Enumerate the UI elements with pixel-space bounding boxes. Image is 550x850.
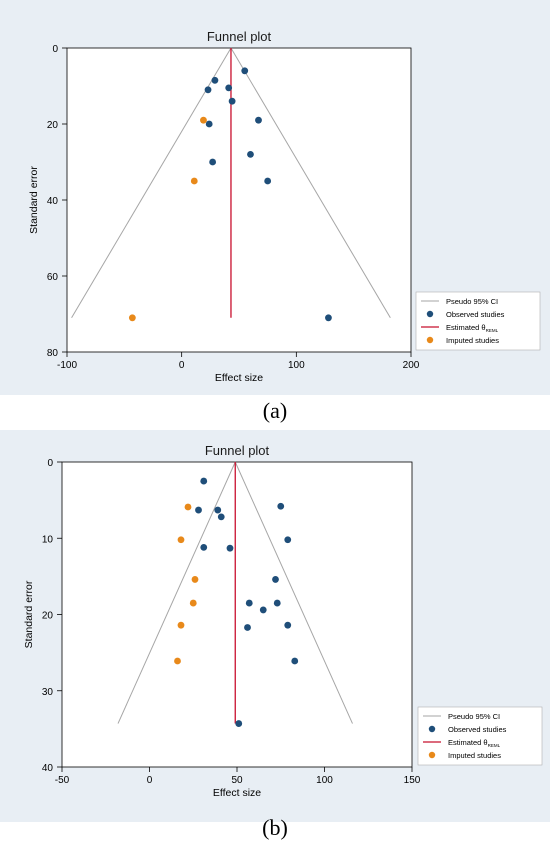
x-axis-label: Effect size [213, 787, 261, 799]
imputed-study-point [128, 314, 136, 322]
legend-label-estimate: Estimated θREML [446, 323, 499, 333]
legend-box [415, 291, 541, 351]
plot-area [61, 461, 413, 768]
x-tick-label: 150 [404, 775, 421, 786]
funnel-plot-panel-a: Funnel plot -100 0 100 200 0 20 40 60 80 Effect si… [0, 0, 550, 395]
y-tick-label: 20 [42, 611, 54, 622]
legend-label-subscript: REML [488, 743, 501, 748]
imputed-study-point [174, 657, 181, 665]
x-tick-label: 0 [179, 360, 185, 371]
y-axis-label: Standard error [28, 166, 40, 234]
observed-study-point [325, 314, 332, 322]
imputed-study-point [177, 621, 185, 629]
y-axis-label: Standard error [23, 580, 35, 648]
observed-study-point [235, 720, 243, 727]
x-tick-label: 100 [316, 775, 333, 786]
observed-study-point [245, 599, 253, 607]
observed-study-point [225, 84, 233, 92]
x-tick-label: 200 [403, 360, 420, 371]
observed-study-point [211, 76, 219, 84]
caption-a: (a) [262, 398, 288, 423]
imputed-study-point [184, 503, 192, 511]
ci-line-right [234, 461, 353, 724]
ci-line-right [230, 47, 391, 319]
imputed-study-point [191, 576, 199, 583]
observed-study-point [273, 599, 281, 607]
x-tick-label: -100 [57, 360, 77, 371]
ci-line-left [117, 461, 236, 724]
legend-label-observed: Observed studies [446, 310, 505, 319]
legend-observed-swatch [426, 310, 434, 318]
legend-observed-swatch [428, 725, 436, 733]
observed-study-point [247, 151, 254, 158]
observed-study-point [195, 506, 202, 514]
observed-study-point [205, 120, 213, 128]
legend-label-estimate: Estimated θREML [448, 738, 501, 748]
y-tick-label: 0 [47, 458, 53, 469]
funnel-plot-a-svg: Funnel plot -100 0 100 200 0 20 40 60 80 Effect si… [0, 0, 550, 395]
observed-study-point [228, 97, 236, 105]
caption-b: (b) [262, 815, 288, 840]
observed-study-point [226, 544, 234, 552]
observed-study-point [241, 67, 249, 75]
x-tick-label: 50 [231, 775, 243, 786]
ci-line-left [71, 47, 232, 319]
y-tick-label: 40 [47, 196, 59, 207]
y-tick-label: 40 [42, 763, 54, 774]
x-axis-label: Effect size [215, 372, 263, 384]
observed-study-point [200, 477, 208, 485]
observed-study-point [204, 86, 212, 94]
y-tick-label: 80 [47, 348, 59, 359]
y-tick-label: 60 [47, 272, 59, 283]
legend-box [417, 706, 543, 766]
observed-study-point [284, 621, 292, 629]
imputed-study-point [177, 536, 185, 544]
observed-study-point [284, 536, 292, 544]
observed-study-point [277, 502, 285, 510]
imputed-study-point [200, 116, 207, 124]
chart-title: Funnel plot [205, 443, 270, 458]
observed-study-point [255, 116, 262, 124]
y-tick-label: 30 [42, 687, 54, 698]
x-tick-label: 0 [147, 775, 153, 786]
funnel-plot-b-svg: Funnel plot -50 0 50 100 150 0 10 20 30 40 Effect s… [0, 430, 550, 822]
legend-label-imputed: Imputed studies [448, 751, 501, 760]
legend-imputed-swatch [428, 751, 436, 759]
y-tick-label: 10 [42, 534, 54, 545]
x-tick-label: -50 [55, 775, 70, 786]
legend-label-subscript: REML [486, 328, 499, 333]
observed-study-point [200, 544, 208, 551]
legend-label-ci: Pseudo 95% CI [446, 297, 498, 306]
observed-study-point [244, 624, 251, 631]
legend-imputed-swatch [426, 336, 434, 344]
observed-study-point [264, 177, 272, 185]
plot-area [66, 47, 412, 353]
observed-study-point [259, 606, 267, 614]
x-tick-label: 100 [288, 360, 305, 371]
observed-study-point [291, 657, 299, 665]
imputed-study-point [190, 177, 198, 185]
chart-title: Funnel plot [207, 29, 272, 44]
observed-study-point [214, 506, 222, 514]
observed-study-point [217, 513, 225, 521]
y-tick-label: 20 [47, 120, 59, 131]
observed-study-point [272, 576, 279, 583]
imputed-study-point [189, 599, 197, 607]
legend-label-imputed: Imputed studies [446, 336, 499, 345]
observed-study-point [209, 158, 217, 166]
y-tick-label: 0 [52, 44, 58, 55]
legend-label-observed: Observed studies [448, 725, 507, 734]
funnel-plot-panel-b: Funnel plot -50 0 50 100 150 0 10 20 30 40 Effect s… [0, 430, 550, 822]
legend-label-ci: Pseudo 95% CI [448, 712, 500, 721]
